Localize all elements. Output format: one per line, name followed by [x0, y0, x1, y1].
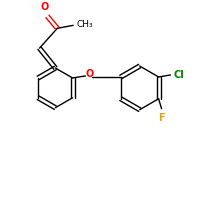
Text: O: O: [85, 69, 94, 79]
Text: CH₃: CH₃: [76, 20, 93, 29]
Text: F: F: [158, 113, 165, 123]
Text: O: O: [40, 2, 49, 12]
Text: Cl: Cl: [173, 70, 184, 80]
